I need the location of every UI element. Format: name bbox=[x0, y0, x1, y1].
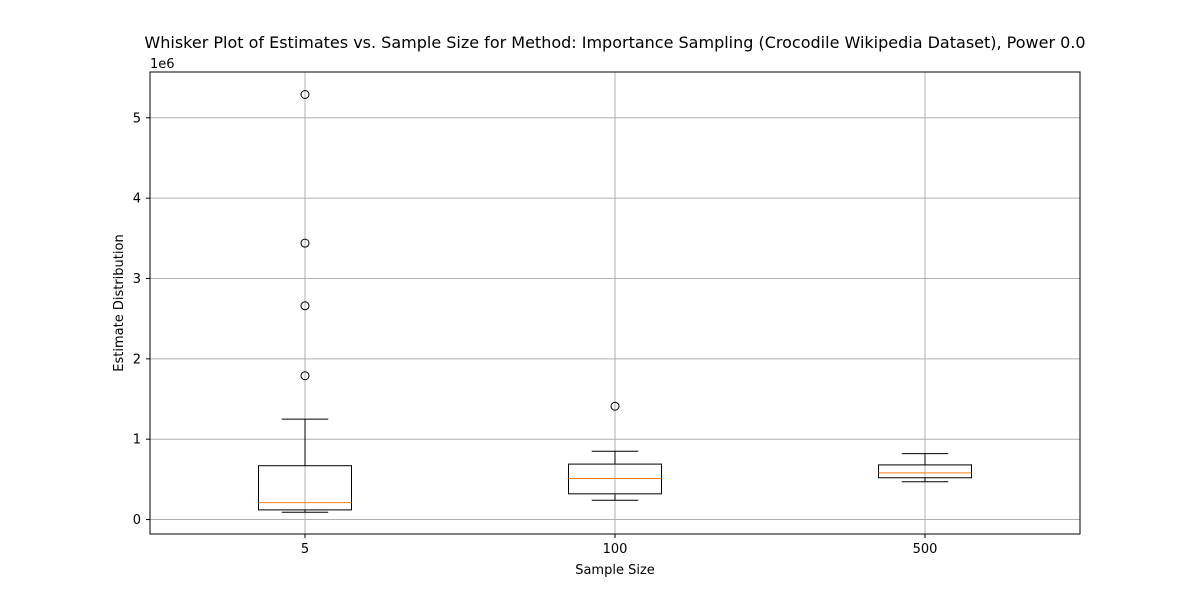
box-group-100 bbox=[568, 401, 662, 501]
box-group-5 bbox=[258, 89, 352, 513]
outlier-point bbox=[300, 371, 310, 381]
y-tick-label: 1 bbox=[133, 433, 141, 448]
y-axis-offset-label: 1e6 bbox=[150, 57, 175, 72]
y-tick-label: 2 bbox=[133, 352, 141, 367]
outlier-point bbox=[300, 301, 310, 311]
y-axis-label: Estimate Distribution bbox=[112, 234, 127, 371]
y-tick-label: 3 bbox=[133, 272, 141, 287]
chart-title: Whisker Plot of Estimates vs. Sample Siz… bbox=[144, 33, 1085, 52]
y-tick-label: 5 bbox=[133, 111, 141, 126]
outlier-point bbox=[610, 401, 620, 411]
x-tick-label: 100 bbox=[603, 542, 628, 557]
y-tick-label: 0 bbox=[133, 513, 141, 528]
outlier-point bbox=[300, 238, 310, 248]
tick-layer: 0 1 2 3 4 5 5 100 500 bbox=[133, 111, 938, 557]
box-layer bbox=[258, 89, 972, 513]
x-tick-label: 500 bbox=[913, 542, 938, 557]
iqr-box bbox=[878, 464, 972, 479]
outlier-point bbox=[300, 89, 310, 99]
box-group-500 bbox=[878, 453, 972, 483]
y-tick-label: 4 bbox=[133, 192, 141, 207]
x-tick-label: 5 bbox=[301, 542, 309, 557]
iqr-box bbox=[258, 465, 352, 511]
x-axis-label: Sample Size bbox=[575, 563, 655, 578]
